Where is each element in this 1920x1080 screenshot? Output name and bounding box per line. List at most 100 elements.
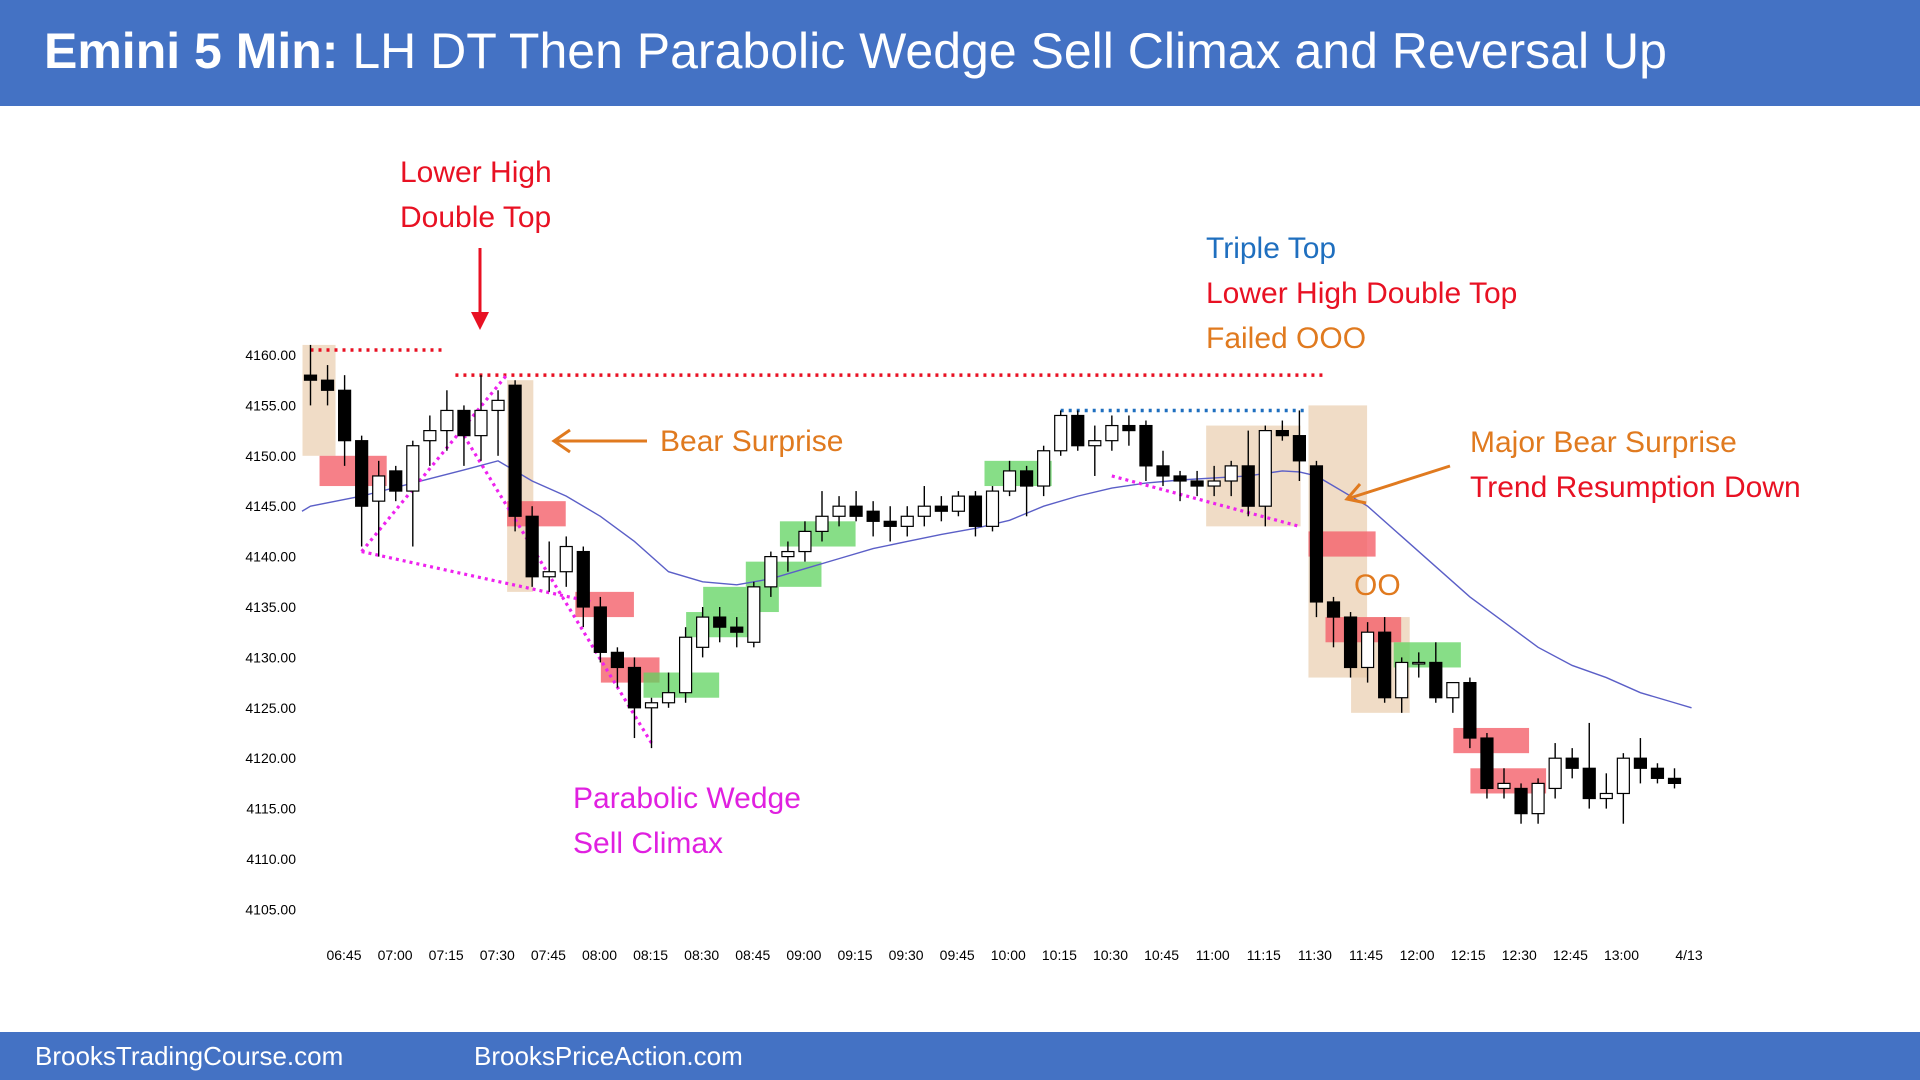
bear-bar-body — [457, 409, 471, 437]
x-tick-label: 4/13 — [1675, 947, 1702, 963]
x-tick-label: 06:45 — [326, 947, 361, 963]
x-tick-label: 13:00 — [1604, 947, 1639, 963]
footer-link-price-action[interactable]: BrooksPriceAction.com — [474, 1041, 743, 1071]
bear-bar-body — [1343, 616, 1358, 669]
bear-bar-body — [1139, 424, 1153, 467]
bear-bar-body — [968, 495, 983, 527]
wedge-line — [360, 374, 508, 553]
arrow-diagonal-icon — [1349, 464, 1451, 500]
highlight-box-green — [745, 561, 822, 587]
bear-bar-body — [320, 379, 335, 391]
bear-bar-body — [1241, 465, 1255, 507]
x-tick-label: 11:00 — [1196, 947, 1230, 963]
bull-bar-body — [1054, 414, 1068, 452]
ema-line-group — [301, 460, 1692, 709]
bear-bar-body — [576, 550, 590, 608]
bull-bar-body — [1395, 661, 1409, 699]
wedge-lines — [360, 374, 1300, 744]
x-tick-label: 09:45 — [940, 947, 975, 963]
bull-bar-body — [1412, 661, 1426, 665]
arrow-head-icon — [471, 312, 489, 330]
bull-bar-body — [900, 515, 914, 527]
bear-bar-body — [1156, 465, 1170, 477]
highlight-box-tan — [302, 344, 336, 456]
x-tick-label: 12:00 — [1400, 947, 1435, 963]
y-tick-label: 4145.00 — [245, 498, 296, 514]
annotation-bear-surprise: Bear Surprise — [660, 425, 843, 458]
bull-bar-body — [1531, 782, 1545, 815]
bear-bar-body — [1309, 465, 1324, 603]
bull-bar-body — [1207, 480, 1221, 487]
footer-link-trading-course[interactable]: BrooksTradingCourse.com — [35, 1041, 344, 1071]
bear-bar-body — [730, 626, 744, 633]
bear-bar-body — [1326, 601, 1341, 618]
bull-bar-body — [474, 409, 488, 437]
bear-bar-body — [1667, 777, 1682, 784]
level-lines — [310, 348, 1327, 413]
annotation-sell-climax: Sell Climax — [573, 827, 723, 860]
annotation-major-bear-surprise: Major Bear Surprise — [1470, 426, 1737, 459]
x-tick-label: 09:00 — [786, 947, 821, 963]
bear-bar-body — [389, 470, 403, 492]
title-lead: Emini 5 Min: — [44, 23, 339, 79]
bear-bar-body — [1565, 757, 1579, 769]
x-tick-label: 10:15 — [1042, 947, 1077, 963]
bear-bar-body — [1463, 681, 1477, 739]
y-tick-label: 4125.00 — [245, 700, 296, 716]
footer-bar: BrooksTradingCourse.com BrooksPriceActio… — [0, 1032, 1920, 1080]
annotation-triple-top: Triple Top — [1206, 232, 1336, 265]
bull-bar-body — [440, 409, 454, 432]
bull-bar-body — [559, 545, 573, 573]
bear-bar-body — [866, 510, 880, 522]
highlight-box-green — [703, 586, 779, 613]
wedge-line — [462, 434, 653, 744]
bull-bar-body — [1258, 430, 1272, 507]
bull-bar-body — [423, 430, 437, 442]
bear-bar-body — [610, 651, 625, 669]
x-tick-label: 12:45 — [1553, 947, 1588, 963]
bear-bar-body — [713, 616, 727, 628]
y-tick-label: 4115.00 — [246, 801, 296, 817]
annotation-lower-high: Lower High — [400, 156, 552, 189]
annotation-parabolic-wedge: Parabolic Wedge — [573, 782, 801, 815]
bull-bar-body — [764, 555, 778, 588]
bull-bar-body — [661, 692, 676, 704]
bull-bar-body — [491, 399, 505, 412]
bull-bar-body — [781, 550, 795, 558]
bull-bar-body — [985, 490, 1000, 527]
x-tick-label: 10:45 — [1144, 947, 1179, 963]
y-tick-label: 4140.00 — [245, 549, 296, 565]
bear-bar-body — [525, 515, 539, 578]
bull-bar-body — [678, 636, 693, 694]
bear-bar-body — [1190, 480, 1204, 487]
wedge-line — [1111, 474, 1300, 528]
bear-bar-body — [1275, 430, 1289, 437]
bear-bar-body — [1292, 435, 1307, 462]
x-tick-label: 11:30 — [1298, 947, 1332, 963]
bull-bar-body — [747, 586, 761, 643]
bull-bar-body — [406, 445, 420, 492]
x-tick-label: 08:00 — [582, 947, 617, 963]
bear-bar-body — [303, 374, 318, 381]
x-tick-label: 11:45 — [1349, 947, 1383, 963]
y-tick-label: 4130.00 — [245, 649, 296, 665]
bear-bar-body — [1429, 661, 1443, 699]
bear-bar-body — [849, 505, 863, 517]
page-title: Emini 5 Min: LH DT Then Parabolic Wedge … — [44, 22, 1667, 80]
bull-bar-body — [917, 505, 931, 517]
x-tick-label: 08:15 — [633, 947, 668, 963]
bull-bar-body — [1002, 470, 1017, 492]
bear-bar-body — [1633, 757, 1648, 769]
bull-bar-body — [1105, 424, 1119, 442]
arrow-diagonal-head-icon — [1344, 483, 1367, 505]
annotations: Lower High Double Top Bear Surprise Para… — [400, 156, 1801, 860]
y-tick-label: 4105.00 — [245, 901, 296, 917]
bear-bar-body — [593, 606, 607, 653]
y-tick-label: 4135.00 — [245, 599, 296, 615]
annotation-double-top: Double Top — [400, 201, 551, 234]
bull-bar-body — [832, 505, 846, 517]
x-tick-label: 12:15 — [1451, 947, 1486, 963]
x-tick-label: 09:30 — [889, 947, 924, 963]
x-axis-ticks: 06:45 07:00 07:15 07:30 07:45 08:00 08:15 08:30… — [326, 947, 1702, 963]
x-tick-label: 07:15 — [429, 947, 464, 963]
